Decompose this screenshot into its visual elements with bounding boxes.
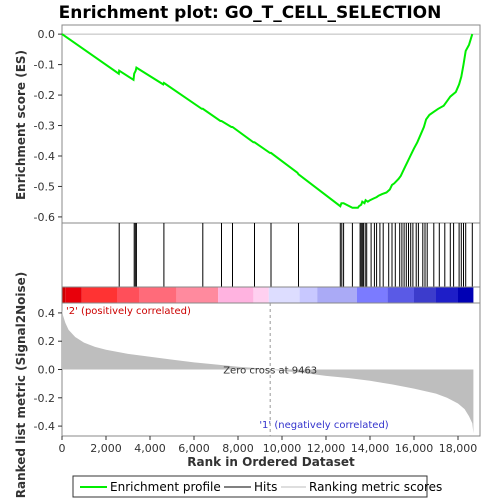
es-panel: 0.0 -0.1 -0.2 -0.3 -0.4 -0.5 -0.6 Enrichment s… bbox=[14, 24, 481, 224]
heatbar-segment bbox=[436, 287, 458, 303]
es-y-tick-label: -0.4 bbox=[34, 150, 55, 163]
chart-title: Enrichment plot: GO_T_CELL_SELECTION bbox=[59, 3, 442, 23]
metric-panel: 0.4 0.2 0.0 -0.2 -0.4 0 2,000 4,000 6,000 8,000 1… bbox=[14, 272, 481, 499]
x-tick-label: 4,000 bbox=[134, 442, 166, 455]
es-panel-frame bbox=[61, 24, 481, 224]
es-y-ticks: 0.0 -0.1 -0.2 -0.3 -0.4 -0.5 -0.6 bbox=[34, 28, 62, 224]
rank-heatbar bbox=[61, 286, 481, 304]
x-tick-label: 6,000 bbox=[178, 442, 210, 455]
es-y-tick-label: 0.0 bbox=[38, 28, 56, 41]
heatbar-segment bbox=[458, 287, 474, 303]
x-tick-label: 10,000 bbox=[263, 442, 302, 455]
legend-enrichment-label: Enrichment profile bbox=[110, 480, 221, 494]
heatbar-segment bbox=[117, 287, 139, 303]
x-tick-label: 8,000 bbox=[222, 442, 254, 455]
metric-y-ticks: 0.4 0.2 0.0 -0.2 -0.4 bbox=[34, 307, 62, 433]
heatbar-segment bbox=[356, 287, 388, 303]
x-tick-label: 0 bbox=[59, 442, 66, 455]
enrichment-profile-line bbox=[61, 33, 474, 209]
x-tick-label: 18,000 bbox=[439, 442, 478, 455]
x-tick-label: 16,000 bbox=[395, 442, 434, 455]
heatbar-segment bbox=[65, 287, 82, 303]
es-y-tick-label: -0.5 bbox=[34, 180, 55, 193]
heatbar-segment bbox=[414, 287, 436, 303]
heatbar-segment bbox=[268, 287, 300, 303]
heatbar-segments bbox=[62, 287, 474, 303]
metric-y-tick-label: 0.0 bbox=[38, 364, 56, 377]
metric-x-ticks: 0 2,000 4,000 6,000 8,000 10,000 12,000 14,000 1… bbox=[59, 436, 478, 455]
metric-y-tick-label: 0.2 bbox=[38, 335, 56, 348]
legend-metric-label: Ranking metric scores bbox=[309, 480, 442, 494]
metric-y-tick-label: -0.4 bbox=[34, 420, 55, 433]
hit-marks bbox=[118, 223, 473, 287]
es-y-tick-label: -0.2 bbox=[34, 89, 55, 102]
positive-correlation-label: '2' (positively correlated) bbox=[66, 306, 191, 317]
x-tick-label: 14,000 bbox=[351, 442, 390, 455]
heatbar-segment bbox=[139, 287, 177, 303]
ranking-metric-area bbox=[62, 310, 474, 434]
heatbar-segment bbox=[81, 287, 117, 303]
legend-hits-label: Hits bbox=[254, 480, 277, 494]
metric-y-tick-label: 0.4 bbox=[38, 307, 56, 320]
legend: Enrichment profile Hits Ranking metric s… bbox=[72, 475, 442, 498]
negative-correlation-label: '1' (negatively correlated) bbox=[259, 420, 388, 431]
zero-cross-label: Zero cross at 9463 bbox=[223, 366, 317, 377]
x-tick-label: 2,000 bbox=[90, 442, 122, 455]
heatbar-segment bbox=[387, 287, 414, 303]
x-axis-label: Rank in Ordered Dataset bbox=[187, 455, 355, 469]
heatbar-segment bbox=[253, 287, 269, 303]
x-tick-label: 12,000 bbox=[307, 442, 346, 455]
es-y-axis-label: Enrichment score (ES) bbox=[14, 50, 28, 200]
es-y-tick-label: -0.3 bbox=[34, 120, 55, 133]
heatbar-segment bbox=[176, 287, 219, 303]
metric-y-axis-label: Ranked list metric (Signal2Noise) bbox=[14, 272, 28, 499]
hits-panel bbox=[61, 222, 481, 288]
heatbar-segment bbox=[62, 287, 66, 303]
es-y-tick-label: -0.1 bbox=[34, 59, 55, 72]
heatbar-segment bbox=[299, 287, 318, 303]
heatbar-segment bbox=[317, 287, 357, 303]
metric-y-tick-label: -0.2 bbox=[34, 392, 55, 405]
heatbar-segment bbox=[218, 287, 254, 303]
es-y-tick-label: -0.6 bbox=[34, 211, 55, 224]
